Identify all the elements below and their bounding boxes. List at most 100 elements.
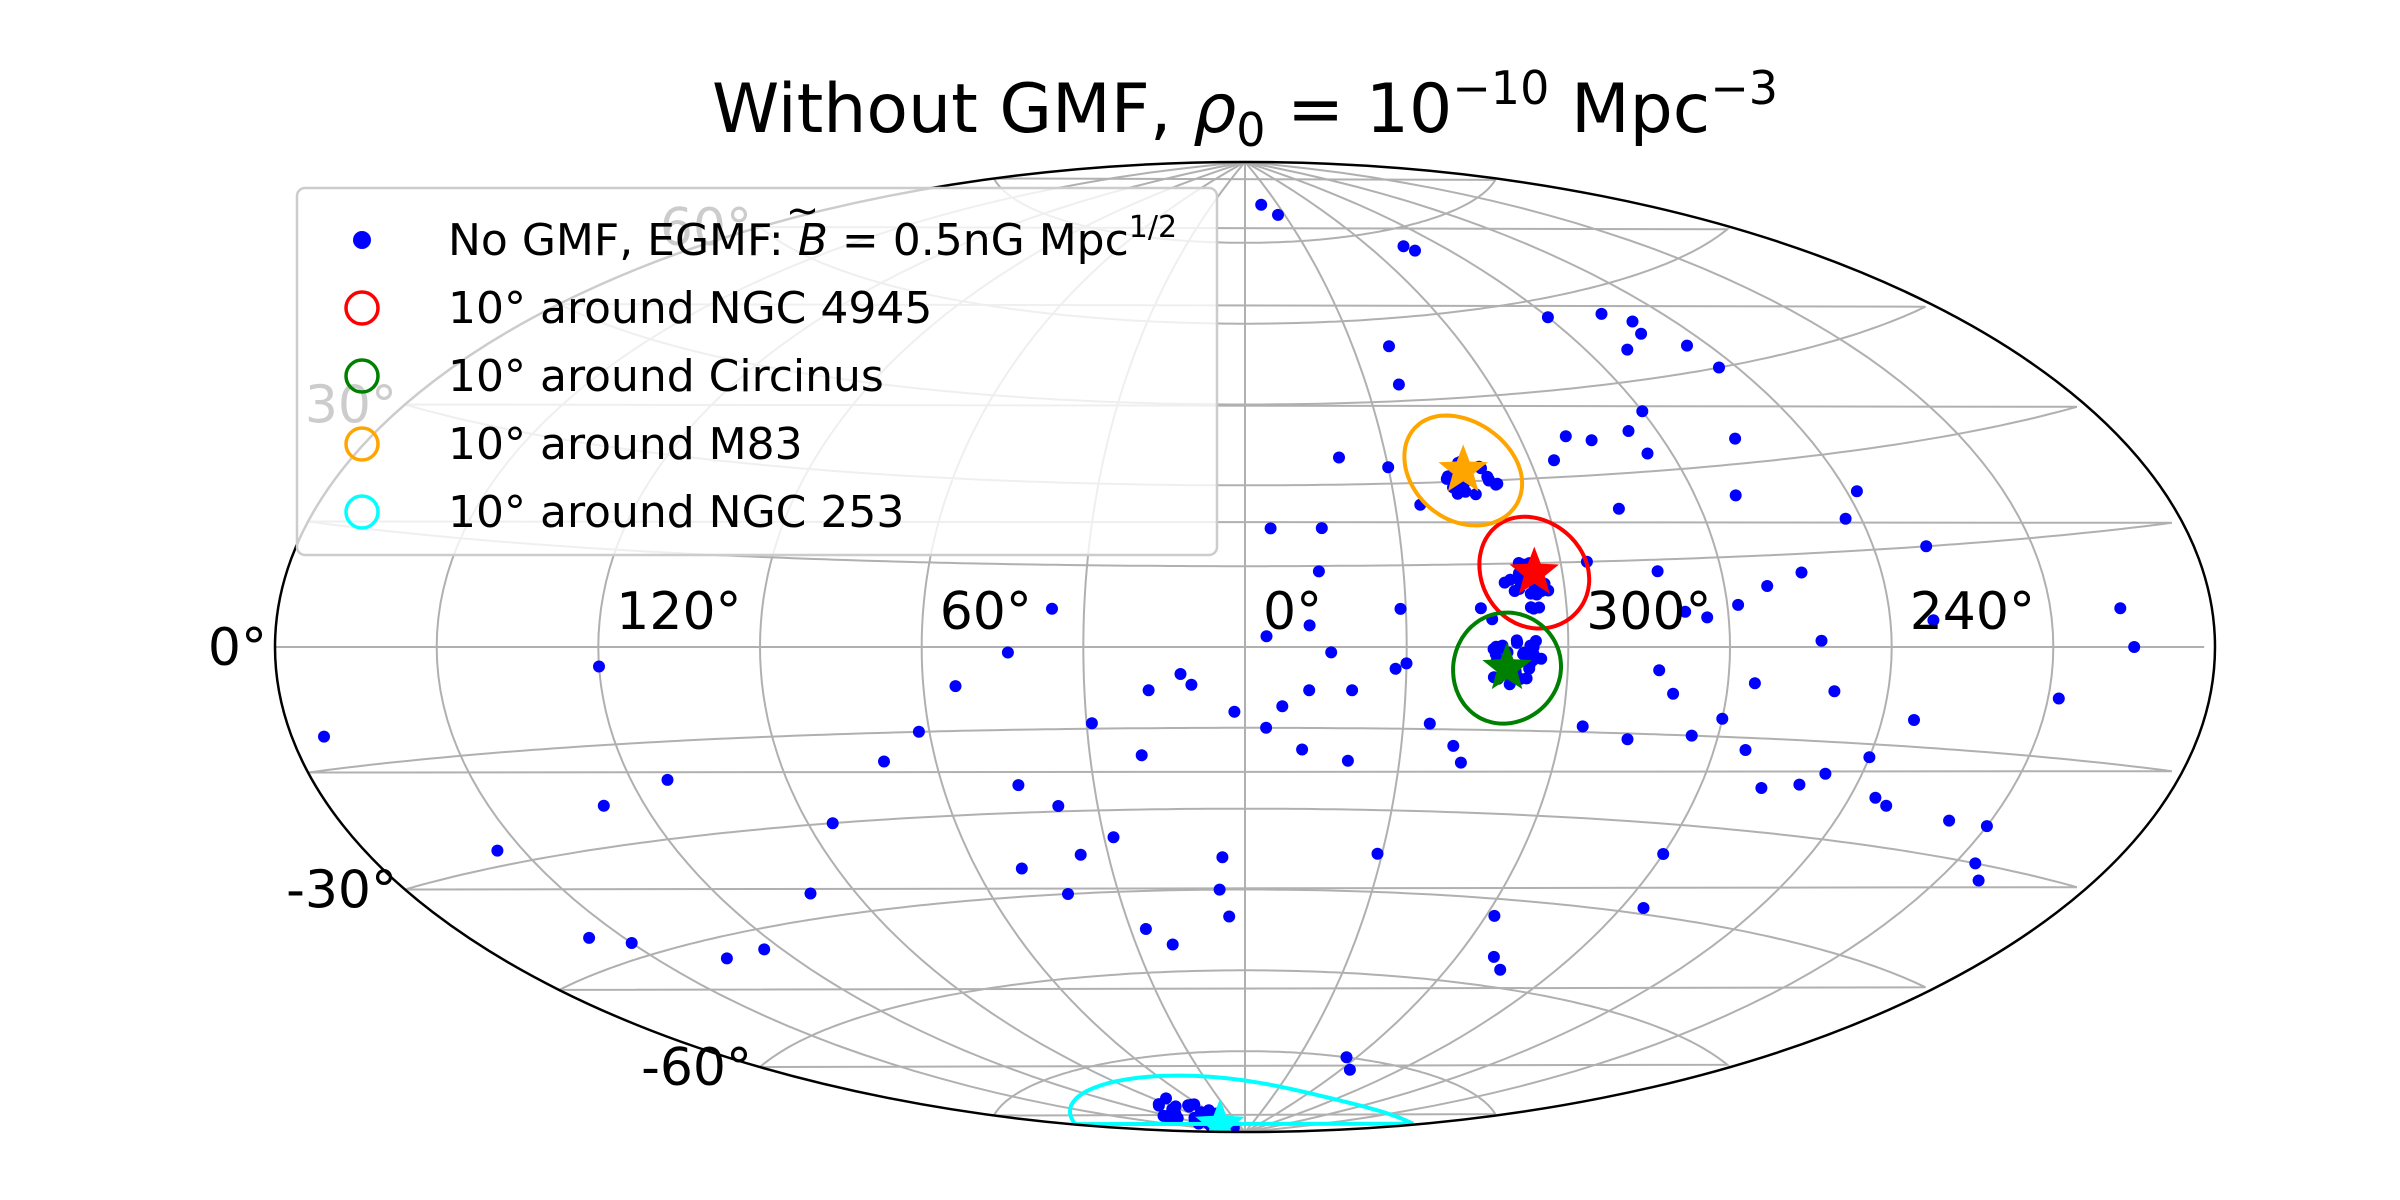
event-point xyxy=(583,931,596,944)
event-point xyxy=(1972,874,1985,887)
grid-meridian xyxy=(1244,162,1893,1132)
event-point xyxy=(1761,580,1774,592)
event-point xyxy=(1255,198,1268,211)
event-point xyxy=(1626,315,1639,328)
event-point xyxy=(949,680,962,693)
event-point xyxy=(318,730,330,743)
event-point xyxy=(1667,687,1680,700)
event-point xyxy=(1216,851,1229,864)
event-point xyxy=(1969,857,1982,870)
event-point xyxy=(1052,800,1065,812)
x-tick-label: 0° xyxy=(1263,582,1322,642)
event-point xyxy=(1012,779,1025,792)
event-point xyxy=(1739,744,1752,756)
event-point xyxy=(1651,565,1664,578)
x-tick-label: 60° xyxy=(940,582,1032,642)
event-point xyxy=(1880,799,1893,812)
source-star xyxy=(1438,444,1488,492)
event-point xyxy=(1046,602,1058,615)
event-point xyxy=(1819,767,1832,780)
event-point xyxy=(1303,684,1316,697)
event-point xyxy=(1152,1099,1165,1112)
event-point xyxy=(1657,848,1670,860)
event-point xyxy=(1530,588,1543,601)
event-point xyxy=(1920,540,1933,553)
event-point xyxy=(1469,488,1482,501)
event-point xyxy=(1213,883,1226,896)
legend-label: 10° around NGC 4945 xyxy=(448,283,932,334)
event-point xyxy=(1701,611,1714,624)
event-point xyxy=(2128,641,2141,653)
event-point xyxy=(1312,565,1325,578)
event-point xyxy=(1510,634,1523,647)
event-point xyxy=(1595,307,1608,320)
title-exp2: −3 xyxy=(1710,61,1778,115)
event-point xyxy=(1908,714,1920,726)
legend-box xyxy=(295,186,1219,557)
event-point xyxy=(1454,756,1467,769)
event-point xyxy=(1303,619,1316,632)
event-point xyxy=(1943,814,1956,827)
event-point xyxy=(1622,425,1635,437)
event-point xyxy=(1494,963,1507,976)
event-point xyxy=(1927,614,1940,627)
event-point xyxy=(1157,1109,1170,1122)
source-circle xyxy=(1402,413,1525,528)
event-point xyxy=(2052,692,2065,705)
event-point xyxy=(1202,1104,1215,1117)
event-point xyxy=(1795,566,1808,579)
event-point xyxy=(1343,1063,1356,1076)
event-point xyxy=(1174,668,1187,680)
event-point xyxy=(1612,502,1625,515)
event-point xyxy=(912,725,925,738)
event-point xyxy=(1182,1099,1195,1112)
event-point xyxy=(1498,576,1511,589)
event-point xyxy=(625,937,638,949)
event-point xyxy=(1681,339,1693,352)
event-point xyxy=(1520,672,1533,685)
legend-label: No GMF, EGMF: B = 0.5nG Mpc1/2 xyxy=(448,210,1177,266)
event-point xyxy=(1260,630,1273,643)
event-point xyxy=(2114,602,2127,615)
event-point xyxy=(1533,601,1546,614)
event-point xyxy=(1392,378,1405,391)
event-point xyxy=(1389,662,1402,675)
legend-circle-marker xyxy=(344,290,380,326)
x-tick-label: 300° xyxy=(1586,582,1711,642)
x-tick-label: 240° xyxy=(1910,582,2035,642)
event-point xyxy=(1325,646,1338,659)
event-point xyxy=(1223,910,1236,923)
title-rho-sub: 0 xyxy=(1236,103,1265,157)
event-point xyxy=(1340,1051,1353,1064)
event-point xyxy=(1713,361,1725,374)
event-point xyxy=(1729,432,1742,445)
event-point xyxy=(1828,685,1841,698)
event-point xyxy=(593,660,605,673)
event-point xyxy=(1264,522,1277,535)
event-point xyxy=(720,952,733,965)
legend-dot-marker xyxy=(353,231,371,249)
event-point xyxy=(1559,430,1572,443)
event-point xyxy=(1488,909,1501,922)
event-point xyxy=(1167,1111,1180,1124)
grid-meridian xyxy=(1244,162,2055,1132)
event-point xyxy=(1635,327,1648,340)
event-point xyxy=(1748,677,1761,690)
event-point xyxy=(1548,454,1560,467)
event-point xyxy=(1621,733,1634,746)
source-circle xyxy=(1068,1073,1414,1127)
event-point xyxy=(1228,705,1241,718)
event-point xyxy=(1296,743,1309,756)
event-point xyxy=(1527,648,1540,661)
event-point xyxy=(1139,923,1152,935)
event-point xyxy=(1394,602,1407,615)
event-point xyxy=(1409,244,1421,257)
legend-circle-marker xyxy=(344,426,380,462)
event-point xyxy=(1371,847,1384,860)
event-point xyxy=(491,844,504,857)
event-point xyxy=(1980,820,1993,833)
event-point xyxy=(1397,240,1410,253)
grid-meridian xyxy=(1244,162,1408,1132)
event-point xyxy=(1400,657,1413,670)
